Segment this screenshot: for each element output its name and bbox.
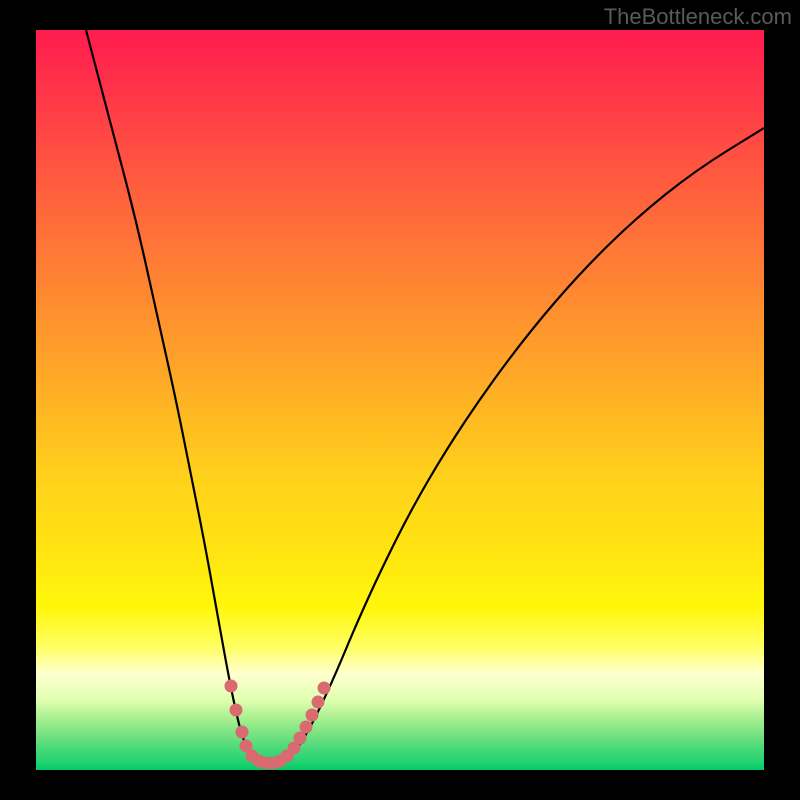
watermark-text: TheBottleneck.com <box>604 4 792 30</box>
gradient-background <box>36 30 764 770</box>
marker-dot <box>306 709 319 722</box>
marker-dot <box>300 721 313 734</box>
marker-dot <box>230 704 243 717</box>
chart-container: TheBottleneck.com <box>0 0 800 800</box>
marker-dot <box>318 682 331 695</box>
marker-dot <box>312 696 325 709</box>
chart-plot-area <box>36 30 764 770</box>
marker-dot <box>236 726 249 739</box>
marker-dot <box>225 680 238 693</box>
marker-dot <box>294 732 307 745</box>
